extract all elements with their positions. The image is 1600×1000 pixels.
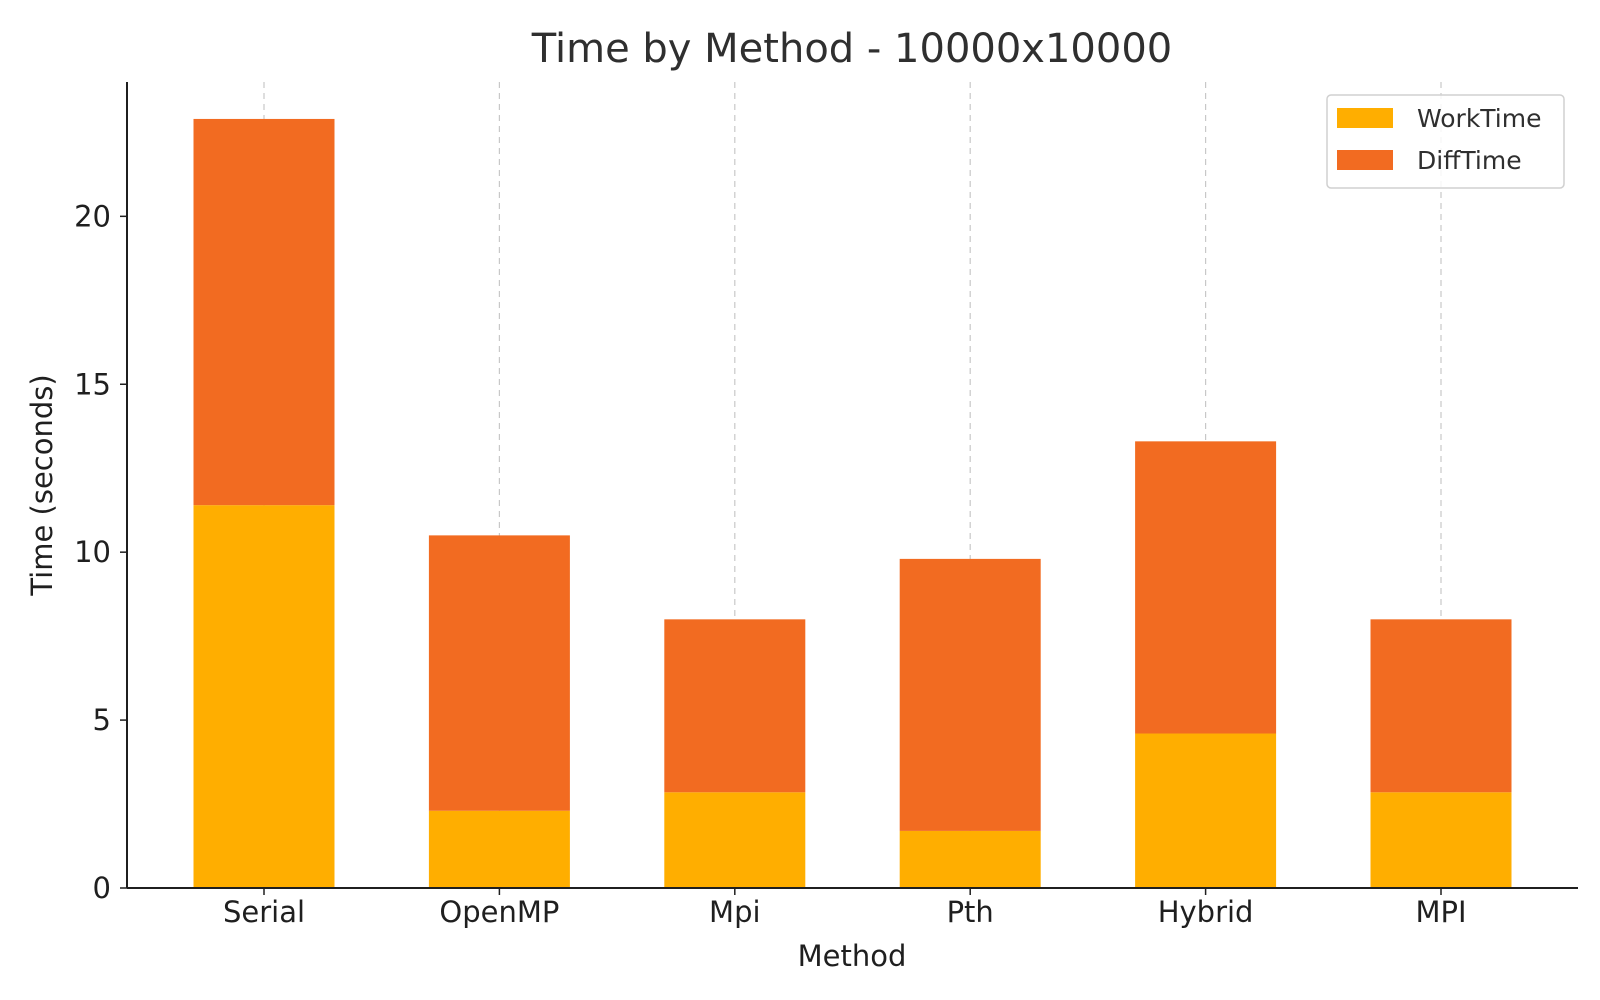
x-axis-title: Method <box>798 939 907 973</box>
y-tick-label-0: 0 <box>93 871 111 905</box>
legend-item-difftime: DiffTime <box>1337 146 1522 175</box>
legend-item-worktime: WorkTime <box>1337 104 1542 133</box>
bar-worktime-openmp <box>428 810 570 888</box>
y-tick-label-10: 10 <box>74 535 111 569</box>
ticks-layer: Serial OpenMP Mpi Pth Hybrid MPI 0 5 10 15 20 <box>74 199 1466 929</box>
bar-difftime-pth <box>899 558 1041 831</box>
bar-worktime-pth <box>899 830 1041 888</box>
legend-swatch-difftime <box>1337 150 1393 170</box>
legend: WorkTime DiffTime <box>1326 94 1565 189</box>
y-tick-label-15: 15 <box>74 367 111 401</box>
bar-difftime-openmp <box>428 535 570 811</box>
bar-difftime-mpi <box>664 619 806 793</box>
y-tick-label-20: 20 <box>74 199 111 233</box>
y-axis-title: Time (seconds) <box>25 374 59 596</box>
legend-label-difftime: DiffTime <box>1417 146 1522 175</box>
bar-worktime-hybrid <box>1135 733 1277 888</box>
bar-worktime-serial <box>193 505 335 888</box>
x-tick-label-hybrid: Hybrid <box>1158 895 1254 929</box>
legend-swatch-worktime <box>1337 108 1393 128</box>
y-tick-label-5: 5 <box>93 703 111 737</box>
legend-label-worktime: WorkTime <box>1417 104 1542 133</box>
bar-difftime-mpi <box>1370 619 1512 793</box>
x-tick-label-serial: Serial <box>223 895 305 929</box>
bar-difftime-serial <box>193 118 335 506</box>
x-tick-label-mpi: Mpi <box>709 895 761 929</box>
chart-title: Time by Method - 10000x10000 <box>531 26 1172 72</box>
bar-difftime-hybrid <box>1135 441 1277 734</box>
axes-layer <box>126 82 1578 889</box>
bars-layer <box>193 118 1512 888</box>
bar-worktime-mpi <box>1370 792 1512 888</box>
x-tick-label-mpi: MPI <box>1415 895 1466 929</box>
bar-worktime-mpi <box>664 792 806 888</box>
x-tick-label-openmp: OpenMP <box>439 895 559 929</box>
x-tick-label-pth: Pth <box>947 895 994 929</box>
